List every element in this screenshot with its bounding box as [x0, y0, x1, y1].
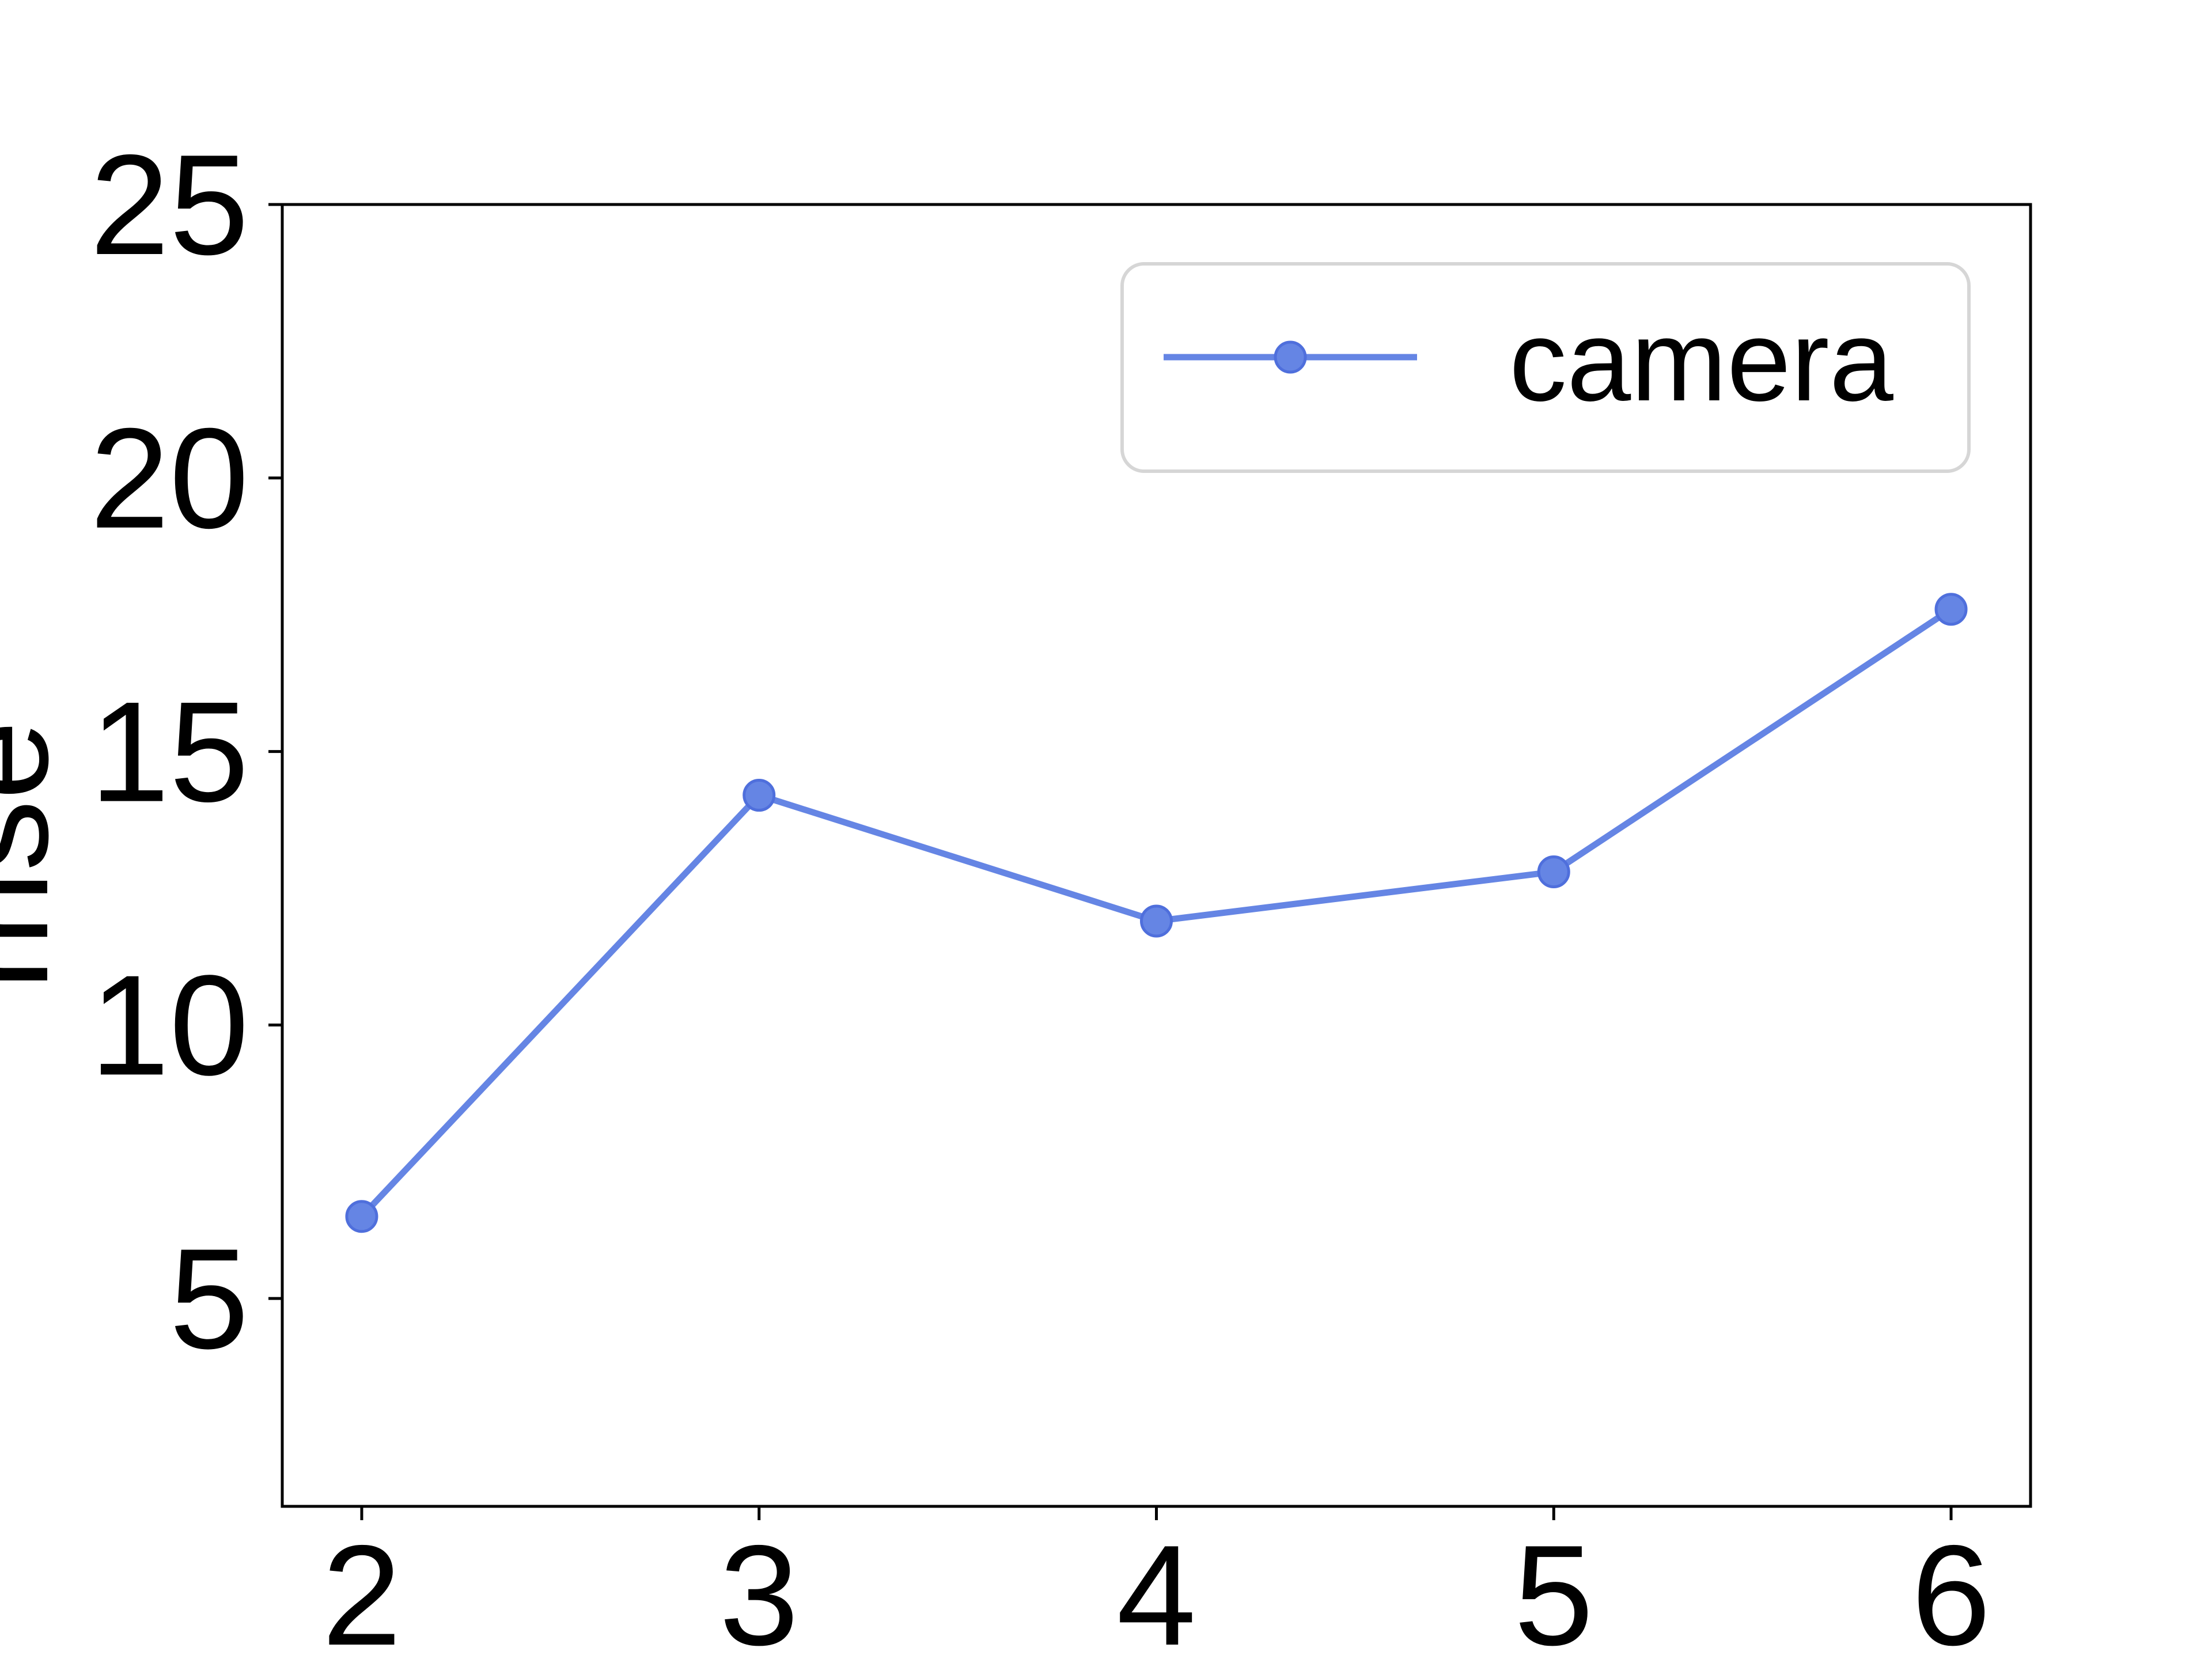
- y-axis: 5 10 15 20 25: [90, 124, 282, 1378]
- x-tick-label-3: 3: [719, 1515, 799, 1659]
- y-tick-label-5: 5: [169, 1218, 249, 1378]
- y-tick-label-20: 20: [90, 398, 249, 558]
- y-tick-label-15: 15: [90, 672, 249, 832]
- data-point-camera-4: [1140, 904, 1173, 938]
- x-axis: 2 3 4 5 6: [322, 1506, 1991, 1659]
- y-axis-label: mse: [0, 721, 78, 991]
- data-point-camera-6: [1934, 593, 1968, 626]
- data-point-camera-3: [743, 779, 776, 812]
- y-tick-label-25: 25: [90, 124, 249, 285]
- x-tick-label-5: 5: [1514, 1515, 1593, 1659]
- series-layer: [345, 593, 1968, 1233]
- x-tick-label-4: 4: [1117, 1515, 1196, 1659]
- legend-marker-swatch: [1274, 340, 1307, 374]
- x-tick-label-6: 6: [1911, 1515, 1991, 1659]
- legend-entry-camera: camera: [1509, 297, 1894, 425]
- legend-box: [1120, 262, 1971, 473]
- x-tick-label-2: 2: [322, 1515, 402, 1659]
- y-tick-label-10: 10: [90, 945, 249, 1105]
- legend: camera: [1120, 262, 1971, 473]
- data-point-camera-5: [1537, 855, 1570, 888]
- data-point-camera-2: [345, 1200, 378, 1233]
